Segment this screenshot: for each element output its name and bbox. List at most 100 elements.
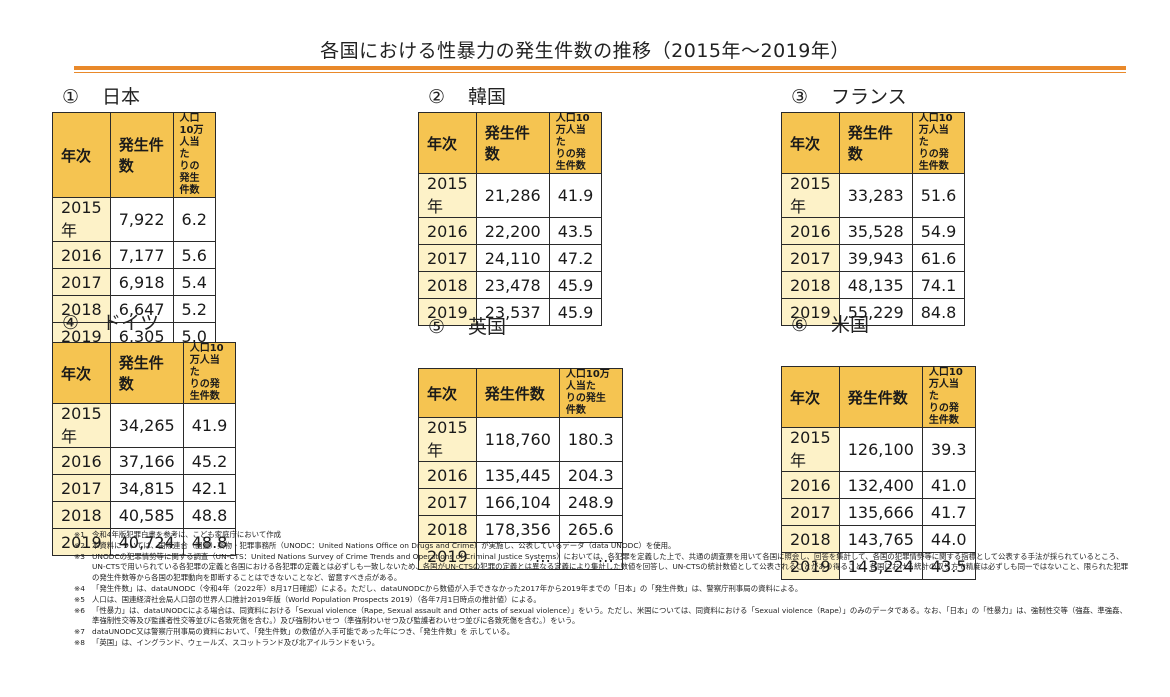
footnote-text: 人口は、国連経済社会局人口部の世界人口推計2019年版（World Popula… bbox=[92, 594, 541, 604]
year-cell: 2018 bbox=[781, 525, 840, 553]
country-name: 米国 bbox=[831, 314, 870, 336]
rate-cell: 5.4 bbox=[172, 268, 216, 296]
country-number: ③ bbox=[791, 86, 809, 108]
rate-cell: 180.3 bbox=[558, 417, 623, 462]
table-header-row: 年次 発生件数 人口10万人当た りの発生件数 bbox=[418, 368, 623, 418]
cases-cell: 40,724 bbox=[109, 528, 184, 556]
table-header-row: 年次 発生件数 人口10万人当た りの発生件数 bbox=[52, 112, 216, 198]
rate-cell: 5.2 bbox=[172, 295, 216, 323]
footnotes: ※1 令和4年版犯罪白書を参考に、こども家庭庁において作成 ※2 本資料については、国… bbox=[74, 530, 1129, 649]
table-row: 2018 178,356 265.6 bbox=[418, 515, 623, 543]
table-header-row: 年次 発生件数 人口10万人当た りの発生件数 bbox=[781, 112, 966, 174]
header-rate-line2: りの発生件数 bbox=[179, 161, 200, 196]
footnote-mark: ※7 bbox=[74, 627, 85, 637]
header-rate: 人口10万人当た りの発生件数 bbox=[548, 112, 603, 174]
footnote-text: dataUNODC又は警察庁刑事局の資料において、「発生件数」の数値が入手可能で… bbox=[92, 627, 515, 637]
year-cell: 2017 bbox=[418, 488, 477, 516]
country-name: 韓国 bbox=[468, 86, 507, 108]
country-number: ② bbox=[428, 86, 446, 108]
header-rate: 人口10万人当た りの発生件数 bbox=[911, 112, 966, 174]
year-cell: 2017 bbox=[781, 244, 840, 272]
country-heading: ① 日本 bbox=[62, 82, 140, 109]
rate-cell: 265.6 bbox=[558, 515, 623, 543]
year-cell: 2017 bbox=[52, 268, 111, 296]
year-cell: 2015年 bbox=[52, 403, 111, 448]
country-name: 日本 bbox=[102, 86, 141, 108]
year-cell: 2016 bbox=[418, 217, 477, 245]
cases-cell: 34,815 bbox=[109, 474, 184, 502]
table-row: 2019 23,537 45.9 bbox=[418, 298, 603, 326]
cases-cell: 135,445 bbox=[475, 461, 560, 489]
rate-cell: 74.1 bbox=[911, 271, 966, 299]
cases-cell: 48,135 bbox=[838, 271, 913, 299]
country-name: 英国 bbox=[468, 316, 507, 338]
table-row: 2015年 126,100 39.3 bbox=[781, 427, 976, 472]
header-rate-line1: 人口10万人当た bbox=[555, 113, 590, 148]
year-cell: 2015年 bbox=[781, 427, 840, 472]
rate-cell: 204.3 bbox=[558, 461, 623, 489]
cases-cell: 126,100 bbox=[838, 427, 923, 472]
header-cases: 発生件数 bbox=[475, 112, 550, 174]
rate-cell: 54.9 bbox=[911, 217, 966, 245]
table-row: 2018 23,478 45.9 bbox=[418, 271, 603, 299]
year-cell: 2018 bbox=[418, 271, 477, 299]
footnote-text: 「発生件数」は、dataUNODC（令和4年（2022年）8月17日確認）による… bbox=[92, 583, 803, 593]
country-table: 年次 発生件数 人口10万人当た りの発生件数 2015年 126,100 39.3 2016… bbox=[781, 366, 976, 580]
header-year: 年次 bbox=[781, 112, 840, 174]
country-table: 年次 発生件数 人口10万人当た りの発生件数 2015年 21,286 41.9 2016 2… bbox=[418, 112, 603, 326]
table-header-row: 年次 発生件数 人口10万人当た りの発生件数 bbox=[52, 342, 237, 404]
table-row: 2018 40,585 48.8 bbox=[52, 501, 237, 529]
rate-cell: 248.9 bbox=[558, 488, 623, 516]
header-rate-line1: 人口10万人当た bbox=[565, 369, 610, 392]
header-rate-line2: りの発生件数 bbox=[555, 149, 586, 172]
year-cell: 2016 bbox=[52, 447, 111, 475]
header-cases: 発生件数 bbox=[109, 342, 184, 404]
footnote: ※7 dataUNODC又は警察庁刑事局の資料において、「発生件数」の数値が入手可… bbox=[74, 627, 1129, 638]
header-year: 年次 bbox=[52, 112, 111, 198]
year-cell: 2017 bbox=[781, 498, 840, 526]
year-cell: 2015年 bbox=[418, 173, 477, 218]
footnote: ※4 「発生件数」は、dataUNODC（令和4年（2022年）8月17日確認）に… bbox=[74, 584, 1129, 595]
footnote-mark: ※4 bbox=[74, 583, 85, 593]
table-row: 2016 7,177 5.6 bbox=[52, 241, 216, 269]
year-cell: 2016 bbox=[781, 471, 840, 499]
header-rate-line2: りの発生件数 bbox=[928, 403, 959, 426]
cases-cell: 35,528 bbox=[838, 217, 913, 245]
country-number: ⑤ bbox=[428, 316, 446, 338]
footnote: ※1 令和4年版犯罪白書を参考に、こども家庭庁において作成 bbox=[74, 530, 1129, 541]
year-cell: 2018 bbox=[52, 501, 111, 529]
page-title: 各国における性暴力の発生件数の推移（2015年～2019年） bbox=[320, 40, 850, 62]
footnote-mark: ※8 bbox=[74, 637, 85, 647]
table-row: 2015年 7,922 6.2 bbox=[52, 197, 216, 242]
rate-cell: 39.3 bbox=[921, 427, 976, 472]
header-cases: 発生件数 bbox=[838, 112, 913, 174]
title-underline-thin bbox=[74, 72, 1126, 73]
header-year: 年次 bbox=[418, 368, 477, 418]
cases-cell: 143,765 bbox=[838, 525, 923, 553]
cases-cell: 143,224 bbox=[838, 552, 923, 580]
table-row: 2016 37,166 45.2 bbox=[52, 447, 237, 475]
header-year: 年次 bbox=[52, 342, 111, 404]
table-row: 2015年 34,265 41.9 bbox=[52, 403, 237, 448]
footnote-mark: ※3 bbox=[74, 551, 85, 561]
rate-cell: 48.8 bbox=[182, 501, 237, 529]
footnote: ※5 人口は、国連経済社会局人口部の世界人口推計2019年版（World Popu… bbox=[74, 595, 1129, 606]
rate-cell: 45.9 bbox=[548, 271, 603, 299]
header-rate-line1: 人口10万人当た bbox=[918, 113, 953, 148]
table-row: 2019 40,724 48.8 bbox=[52, 528, 237, 556]
country-heading: ⑤ 英国 bbox=[428, 312, 506, 339]
table-row: 2018 143,765 44.0 bbox=[781, 525, 976, 553]
country-number: ④ bbox=[62, 312, 80, 334]
country-heading: ② 韓国 bbox=[428, 82, 506, 109]
table-row: 2016 22,200 43.5 bbox=[418, 217, 603, 245]
rate-cell: 6.2 bbox=[172, 197, 216, 242]
footnote-text: 「英国」は、イングランド、ウェールズ、スコットランド及び北アイルランドをいう。 bbox=[92, 637, 380, 647]
table-row: 2016 132,400 41.0 bbox=[781, 471, 976, 499]
cases-cell: 132,400 bbox=[838, 471, 923, 499]
header-rate-line2: りの発生件数 bbox=[918, 149, 949, 172]
table-row: 2017 39,943 61.6 bbox=[781, 244, 966, 272]
footnote-mark: ※2 bbox=[74, 540, 85, 550]
country-name: ドイツ bbox=[102, 312, 160, 334]
cases-cell: 37,166 bbox=[109, 447, 184, 475]
cases-cell: 23,537 bbox=[475, 298, 550, 326]
